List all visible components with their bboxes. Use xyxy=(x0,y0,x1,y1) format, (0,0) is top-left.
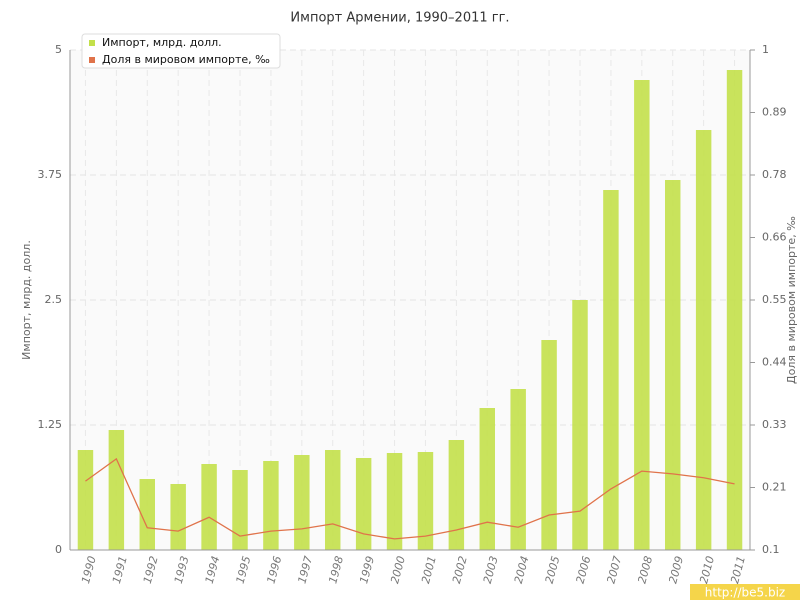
marks xyxy=(77,70,743,550)
x-tick-label: 2002 xyxy=(450,555,470,585)
y2-tick-label: 0.1 xyxy=(762,543,780,556)
y-axis-label: Импорт, млрд. долл. xyxy=(20,240,33,360)
y2-axis-label: Доля в мировом импорте, ‰ xyxy=(785,216,798,384)
legend-swatch xyxy=(89,57,95,63)
x-tick-label: 1996 xyxy=(265,555,285,585)
x-tick-label: 2009 xyxy=(666,555,686,585)
bar xyxy=(139,479,155,550)
y2-tick-label: 0.78 xyxy=(762,168,787,181)
bar xyxy=(232,470,248,550)
x-tick-label: 2010 xyxy=(697,555,717,585)
y-tick-label: 2.5 xyxy=(45,293,63,306)
bar xyxy=(695,130,712,550)
bar xyxy=(201,464,217,550)
x-tick-label: 1995 xyxy=(234,555,254,585)
x-tick-label: 2005 xyxy=(543,555,563,585)
x-tick-label: 2006 xyxy=(574,555,594,585)
x-tick-label: 1997 xyxy=(295,555,315,585)
legend: Импорт, млрд. долл. Доля в мировом импорт… xyxy=(81,33,281,69)
x-tick-label: 1994 xyxy=(203,555,223,585)
bar xyxy=(634,80,650,550)
y2-tick-label: 0.21 xyxy=(762,481,787,494)
x-tick-label: 2007 xyxy=(605,555,625,585)
y2-tick-label: 1 xyxy=(762,43,769,56)
legend-swatch xyxy=(89,40,95,46)
bar xyxy=(603,190,619,550)
x-tick-label: 1999 xyxy=(357,555,377,585)
y2-tick-label: 0.89 xyxy=(762,106,787,119)
x-tick-label: 2008 xyxy=(635,555,655,585)
bar xyxy=(355,458,372,550)
bar xyxy=(726,70,743,550)
bar xyxy=(386,453,403,550)
y-tick-label: 3.75 xyxy=(38,168,63,181)
y-tick-label: 5 xyxy=(55,43,62,56)
x-tick-label: 1993 xyxy=(172,555,192,585)
x-tick-label: 2011 xyxy=(728,555,748,585)
bar xyxy=(108,430,125,550)
line xyxy=(85,457,735,540)
legend-box xyxy=(81,33,281,69)
y2-tick-label: 0.33 xyxy=(762,418,787,431)
y2-tick-label: 0.44 xyxy=(762,356,787,369)
y-tick-label: 1.25 xyxy=(38,418,63,431)
bar xyxy=(572,300,588,550)
bar xyxy=(479,408,495,550)
bar xyxy=(541,340,557,550)
bar xyxy=(448,440,465,550)
watermark: http://be5.biz xyxy=(705,586,785,600)
x-tick-label: 2001 xyxy=(419,555,439,585)
legend-label: Доля в мировом импорте, ‰ xyxy=(102,53,270,66)
bar xyxy=(170,484,186,550)
x-tick-label: 1998 xyxy=(326,555,346,585)
chart-title: Импорт Армении, 1990–2011 гг. xyxy=(290,11,509,26)
bar xyxy=(263,461,279,550)
watermark-bg xyxy=(690,584,800,600)
bar xyxy=(77,450,94,550)
bar xyxy=(510,389,526,550)
y2-tick-label: 0.66 xyxy=(762,231,787,244)
x-tick-label: 1991 xyxy=(110,555,130,585)
x-tick-label: 1992 xyxy=(141,555,161,585)
x-tick-label: 2003 xyxy=(481,555,501,585)
bar xyxy=(417,452,434,550)
x-tick-label: 1990 xyxy=(79,555,99,585)
bar xyxy=(325,450,341,550)
bar xyxy=(665,180,681,550)
bar xyxy=(294,455,310,550)
y2-tick-label: 0.55 xyxy=(762,293,787,306)
y-tick-label: 0 xyxy=(55,543,62,556)
x-tick-label: 2004 xyxy=(512,555,532,585)
x-tick-label: 2000 xyxy=(388,555,408,585)
legend-label: Импорт, млрд. долл. xyxy=(102,36,222,49)
